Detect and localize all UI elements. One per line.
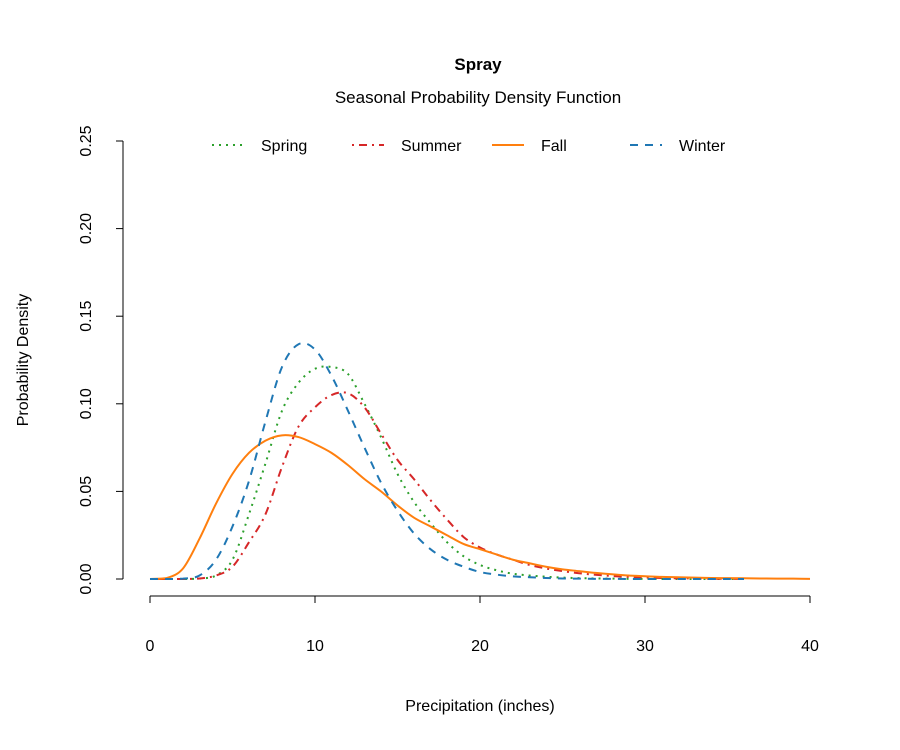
y-tick-label: 0.00: [78, 563, 95, 594]
legend-item-spring: Spring: [212, 138, 307, 155]
x-tick-label: 30: [636, 638, 654, 655]
y-tick-label: 0.10: [78, 388, 95, 419]
legend-label: Spring: [261, 138, 307, 155]
chart-title: Spray: [454, 55, 502, 74]
series-line-summer: [150, 391, 745, 580]
legend-label: Fall: [541, 138, 567, 155]
legend-label: Summer: [401, 138, 462, 155]
y-tick-label: 0.25: [78, 125, 95, 156]
x-tick-label: 40: [801, 638, 819, 655]
y-tick-label: 0.15: [78, 301, 95, 332]
legend-item-winter: Winter: [630, 138, 726, 155]
x-tick-label: 10: [306, 638, 324, 655]
x-axis-label: Precipitation (inches): [405, 698, 554, 715]
chart-subtitle: Seasonal Probability Density Function: [335, 88, 621, 107]
x-tick-label: 0: [146, 638, 155, 655]
series-line-fall: [149, 434, 811, 580]
series-line-spring: [150, 365, 744, 580]
y-axis-label: Probability Density: [15, 294, 32, 427]
x-tick-label: 20: [471, 638, 489, 655]
legend-label: Winter: [679, 138, 726, 155]
legend-item-fall: Fall: [492, 138, 567, 155]
y-tick-label: 0.05: [78, 476, 95, 507]
series-line-winter: [150, 342, 744, 580]
legend-item-summer: Summer: [352, 138, 462, 155]
y-tick-label: 0.20: [78, 213, 95, 244]
